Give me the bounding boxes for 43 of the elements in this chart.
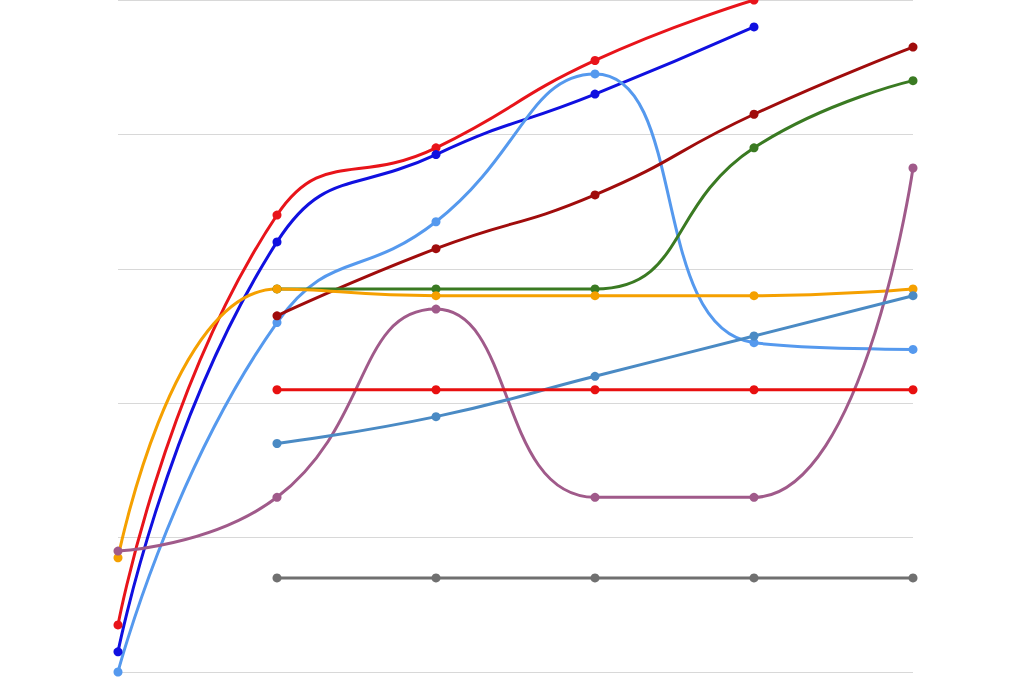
point <box>272 311 282 321</box>
point <box>431 412 441 422</box>
point <box>272 573 282 583</box>
point <box>431 385 441 395</box>
point <box>272 492 282 502</box>
point <box>908 42 918 52</box>
point <box>113 620 123 630</box>
point <box>431 150 441 160</box>
point <box>908 163 918 173</box>
point <box>590 55 600 65</box>
point <box>749 331 759 341</box>
point <box>749 492 759 502</box>
point <box>272 439 282 449</box>
point <box>590 371 600 381</box>
point <box>590 291 600 301</box>
point <box>590 69 600 79</box>
point <box>908 291 918 301</box>
point <box>272 385 282 395</box>
point <box>590 385 600 395</box>
point <box>908 344 918 354</box>
point <box>431 304 441 314</box>
point <box>749 22 759 32</box>
point <box>749 143 759 153</box>
point <box>590 89 600 99</box>
point <box>272 237 282 247</box>
point <box>908 385 918 395</box>
point <box>431 244 441 254</box>
point <box>431 573 441 583</box>
point <box>431 291 441 301</box>
point <box>749 573 759 583</box>
point <box>113 546 123 556</box>
point <box>590 190 600 200</box>
point <box>590 573 600 583</box>
point <box>749 109 759 119</box>
point <box>908 573 918 583</box>
point <box>749 385 759 395</box>
point <box>431 217 441 227</box>
point <box>113 667 123 677</box>
point <box>113 647 123 657</box>
point <box>908 76 918 86</box>
point <box>749 291 759 301</box>
point <box>590 492 600 502</box>
point <box>272 210 282 220</box>
